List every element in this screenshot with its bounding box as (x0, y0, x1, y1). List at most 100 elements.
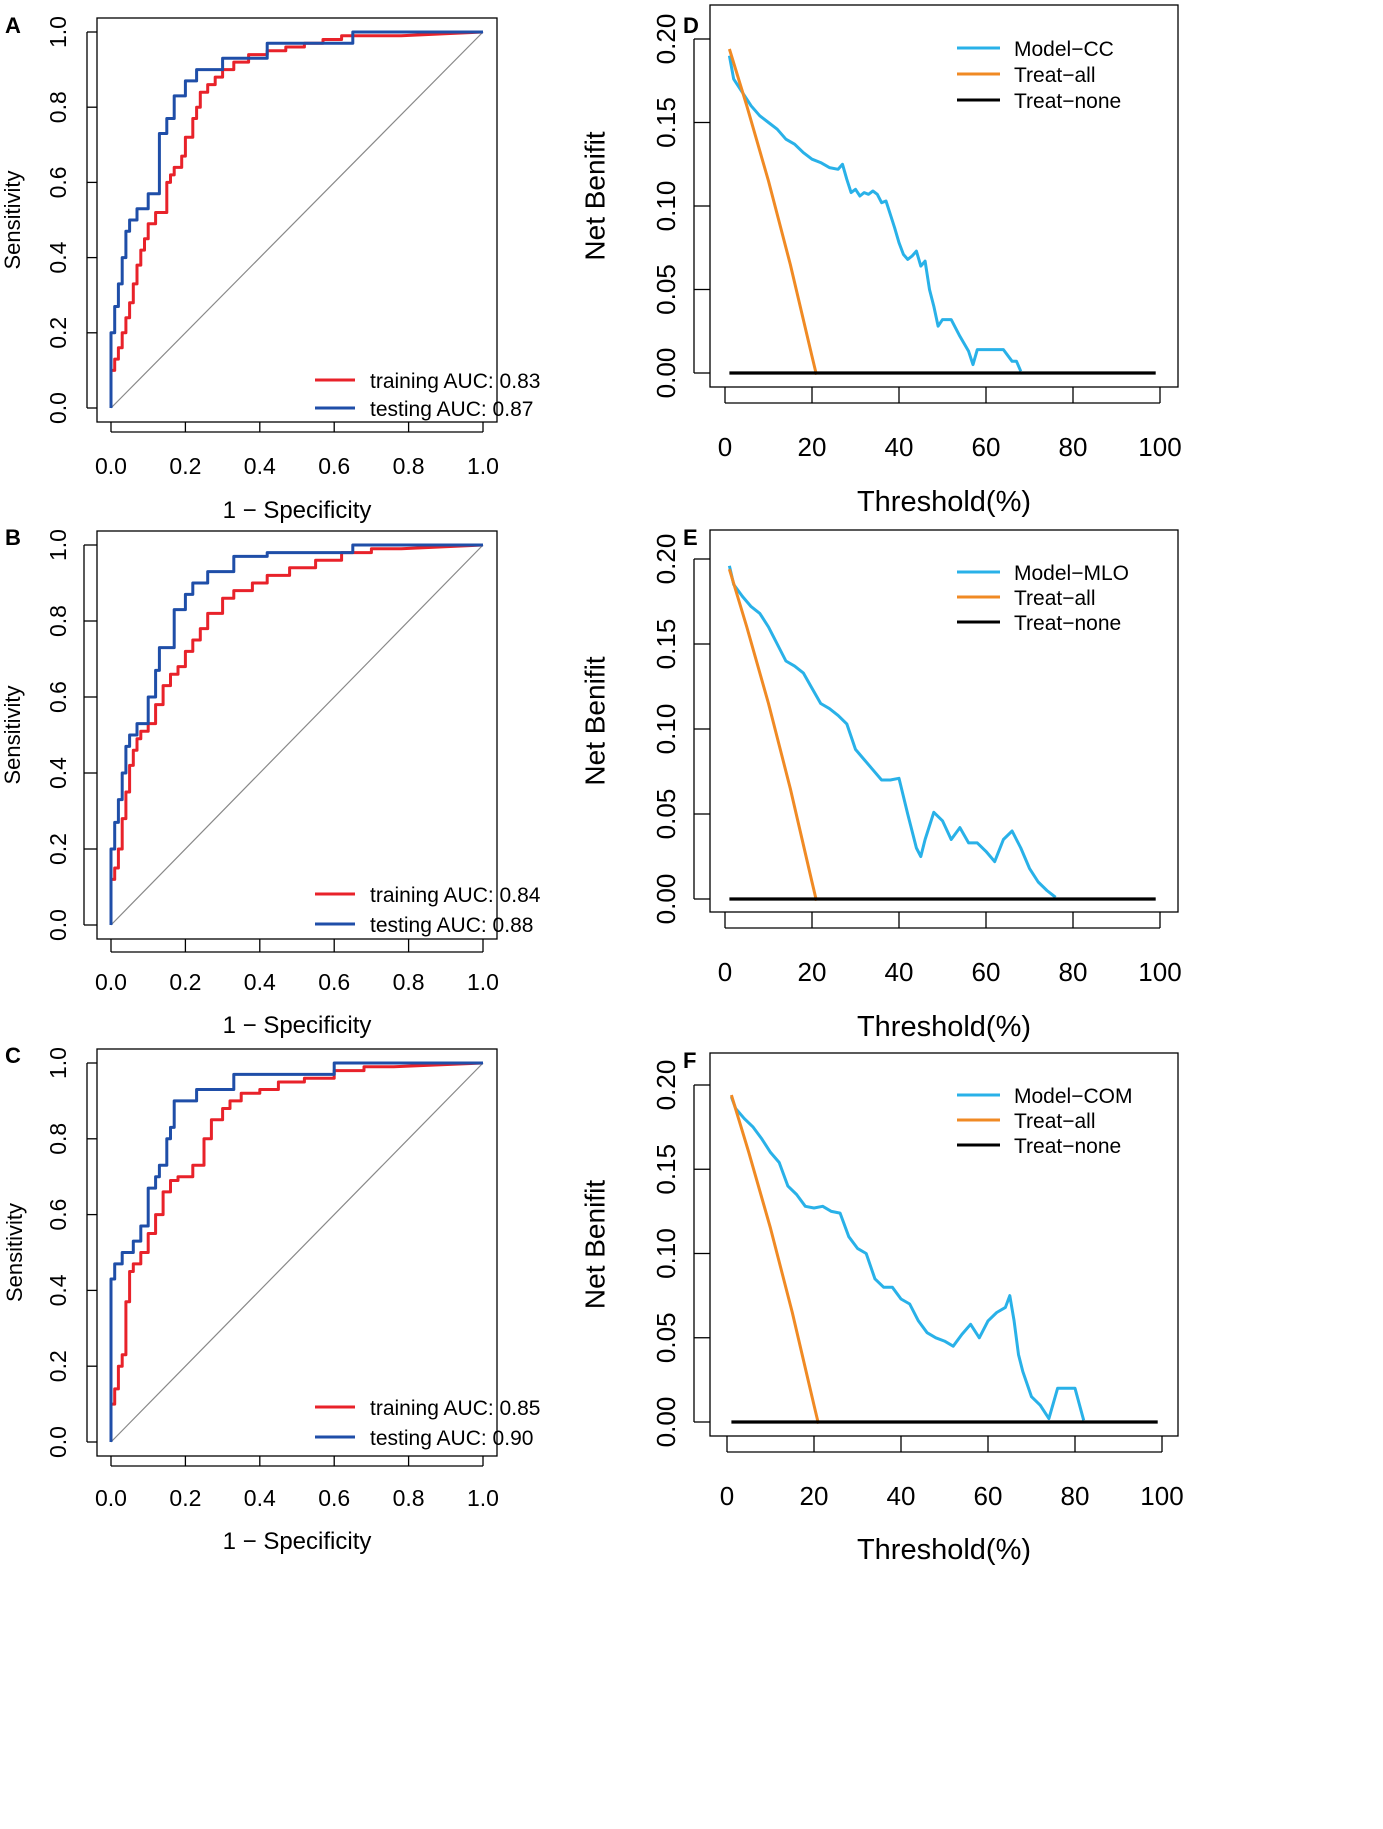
series-line-treat_all (727, 568, 818, 902)
x-tick-label: 0.2 (169, 453, 201, 479)
y-tick-label: 0.4 (45, 1274, 71, 1306)
y-tick-label: 0.0 (45, 909, 71, 941)
x-tick-label: 0.8 (393, 453, 425, 479)
y-tick-label: 0.05 (651, 1312, 681, 1363)
x-tick-label: 100 (1138, 432, 1181, 462)
y-tick-label: 0.20 (651, 534, 681, 585)
y-tick-label: 0.6 (45, 166, 71, 198)
panel-label: F (683, 1048, 696, 1073)
y-tick-label: 0.4 (45, 757, 71, 789)
x-tick-label: 0.2 (169, 969, 201, 995)
x-tick-label: 60 (972, 957, 1001, 987)
y-tick-label: 0.0 (45, 1426, 71, 1458)
x-tick-label: 0.4 (244, 453, 276, 479)
legend-label-training: training AUC: 0.84 (370, 884, 541, 907)
x-axis-title: 1 − Specificity (223, 1012, 372, 1039)
y-tick-label: 0.6 (45, 1199, 71, 1231)
y-tick-label: 1.0 (45, 16, 71, 48)
legend-label-model: Model−CC (1014, 38, 1114, 61)
series-line-testing (109, 1061, 483, 1442)
reference-diagonal (110, 544, 484, 926)
panel-label: C (5, 1043, 21, 1068)
y-tick-label: 0.8 (45, 605, 71, 637)
x-tick-label: 40 (887, 1481, 916, 1511)
x-axis-title: Threshold(%) (857, 1011, 1031, 1043)
x-tick-label: 40 (885, 432, 914, 462)
y-tick-label: 1.0 (45, 1047, 71, 1079)
x-tick-label: 0.8 (393, 969, 425, 995)
series-line-treat_all (727, 48, 818, 376)
x-axis-title: Threshold(%) (857, 486, 1031, 518)
legend-label-treat_none: Treat−none (1014, 1135, 1121, 1158)
y-tick-label: 0.05 (651, 264, 681, 315)
legend: training AUC: 0.84 testing AUC: 0.88 (315, 884, 541, 937)
reference-diagonal (110, 1062, 484, 1443)
plot-frame (96, 1048, 498, 1457)
x-tick-label: 80 (1059, 432, 1088, 462)
legend-label-training: training AUC: 0.83 (370, 370, 540, 393)
y-tick-label: 0.2 (45, 1350, 71, 1382)
legend-label-treat_all: Treat−all (1014, 1110, 1096, 1133)
x-tick-label: 0 (720, 1481, 734, 1511)
y-axis-title: Net Benifit (579, 656, 610, 785)
y-tick-label: 0.15 (651, 1144, 681, 1195)
y-axis-title: Net Benifit (579, 131, 610, 260)
y-tick-label: 1.0 (45, 529, 71, 561)
reference-diagonal (110, 31, 484, 409)
series-line-training (109, 543, 484, 925)
x-tick-label: 0 (718, 957, 732, 987)
legend-label-treat_all: Treat−all (1014, 64, 1096, 87)
y-tick-label: 0.00 (651, 874, 681, 925)
x-tick-label: 1.0 (467, 969, 499, 995)
legend-label-model: Model−MLO (1014, 562, 1129, 585)
legend-label-testing: testing AUC: 0.90 (370, 1427, 533, 1450)
y-tick-label: 0.05 (651, 789, 681, 840)
plot-frame (709, 4, 1179, 388)
y-tick-label: 0.10 (651, 181, 681, 232)
y-tick-label: 0.2 (45, 833, 71, 865)
y-axis-title: Sensitivity (2, 1203, 27, 1302)
legend: training AUC: 0.83 testing AUC: 0.87 (315, 370, 540, 421)
series-line-training (109, 1061, 484, 1442)
series-line-training (109, 30, 484, 408)
series-line-testing (109, 30, 483, 408)
y-tick-label: 0.0 (45, 392, 71, 424)
panel-label: E (683, 525, 698, 550)
x-tick-label: 0.0 (95, 1485, 127, 1511)
series-line-treat_all (729, 1094, 820, 1425)
y-axis-title: Sensitivity (0, 170, 25, 269)
x-tick-label: 80 (1061, 1481, 1090, 1511)
x-tick-label: 0.0 (95, 453, 127, 479)
panel-e: E 0 20 40 60 80 100 0.00 0.05 0.10 0.15 0.20 Thresho… (579, 525, 1181, 1043)
x-tick-label: 1.0 (467, 1485, 499, 1511)
x-tick-label: 0.6 (318, 969, 350, 995)
x-tick-label: 0 (718, 432, 732, 462)
y-tick-label: 0.10 (651, 704, 681, 755)
series-line-model (727, 55, 1023, 372)
y-tick-label: 0.8 (45, 1123, 71, 1155)
y-tick-label: 0.00 (651, 1397, 681, 1448)
y-tick-label: 0.20 (651, 14, 681, 65)
panel-b: B 0.0 0.2 0.4 0.6 0.8 1.0 0.0 0.2 0.4 0.6 0.8 1.0 1 −… (0, 525, 541, 1039)
y-tick-label: 0.00 (651, 348, 681, 399)
legend-label-treat_none: Treat−none (1014, 612, 1121, 635)
plot-frame (96, 530, 498, 940)
legend-label-model: Model−COM (1014, 1085, 1132, 1108)
panel-label: B (5, 525, 21, 550)
x-tick-label: 20 (800, 1481, 829, 1511)
x-tick-label: 100 (1138, 957, 1181, 987)
series-line-model (727, 565, 1057, 899)
x-tick-label: 0.0 (95, 969, 127, 995)
plot-frame (709, 529, 1179, 913)
x-tick-label: 0.4 (244, 969, 276, 995)
x-tick-label: 0.6 (318, 1485, 350, 1511)
legend-label-testing: testing AUC: 0.88 (370, 914, 533, 937)
x-tick-label: 20 (798, 432, 827, 462)
panel-d: D 0 20 40 60 80 100 0.00 0.05 0.10 0.15 0.20 Thresho… (579, 4, 1182, 518)
panel-a: A 0.0 0.2 0.4 0.6 0.8 1.0 0.0 0.2 0.4 0.6 0.8 1.0 1 −… (0, 13, 540, 524)
x-tick-label: 100 (1140, 1481, 1183, 1511)
x-tick-label: 80 (1059, 957, 1088, 987)
plot-frame (709, 1052, 1179, 1437)
